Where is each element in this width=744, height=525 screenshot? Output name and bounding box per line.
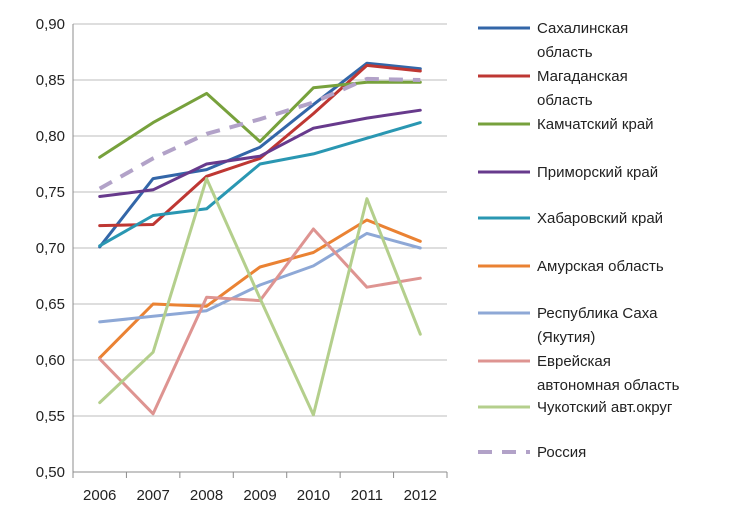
y-tick-label: 0,55 [36,408,65,425]
legend-label: Камчатский край [537,116,654,133]
x-tick-label: 2008 [190,487,223,504]
y-tick-label: 0,80 [36,128,65,145]
series-line-0 [98,61,422,249]
series-line-8 [98,177,422,417]
legend-label: Республика Саха [537,305,658,322]
legend-entry: Магаданская область [478,68,628,109]
y-tick-label: 0,60 [36,352,65,369]
series-lines [98,61,422,417]
y-tick-label: 0,50 [36,464,65,481]
legend-entry: Россия [478,444,586,461]
legend-label: Приморский край [537,164,658,181]
y-tick-label: 0,65 [36,296,65,313]
series-line-6 [98,231,422,324]
series-line-5 [98,218,422,360]
series-line-9 [98,76,421,191]
series-line-1 [98,63,422,228]
x-axis-tick-labels: 2006 2007 2008 2009 2010 2011 2012 [83,487,437,504]
legend-label: Россия [537,444,586,461]
x-tick-label: 2010 [297,487,330,504]
legend-label: Чукотский авт.округ [537,399,673,416]
legend-entry: Еврейская автономная область [478,353,680,394]
legend-entry: Чукотский авт.округ [478,399,673,416]
legend-label: Сахалинская [537,20,628,37]
legend-label: область [537,44,593,61]
y-axis-tick-labels: 0,50 0,55 0,60 0,65 0,70 0,75 0,80 0,85 0,90 [36,16,65,481]
x-tick-label: 2011 [351,487,383,504]
series-line-3 [98,108,422,198]
legend: Сахалинская область Магаданская область Камч… [478,20,680,461]
legend-label: Амурская область [537,258,664,275]
legend-entry: Приморский край [478,164,658,181]
legend-entry: Хабаровский край [478,210,663,227]
x-tick-label: 2006 [83,487,116,504]
y-tick-label: 0,90 [36,16,65,33]
axes [72,24,448,478]
y-tick-label: 0,75 [36,184,65,201]
y-tick-label: 0,70 [36,240,65,257]
legend-label: Магаданская [537,68,628,85]
legend-entry: Амурская область [478,258,664,275]
legend-entry: Сахалинская область [478,20,628,61]
series-line-2 [98,80,422,159]
legend-entry: Республика Саха (Якутия) [478,305,658,346]
gridlines [73,23,447,473]
series-line-4 [98,121,422,248]
series-line-7 [98,227,422,416]
legend-label: область [537,92,593,109]
x-tick-label: 2012 [404,487,437,504]
y-tick-label: 0,85 [36,72,65,89]
legend-label: (Якутия) [537,329,595,346]
legend-entry: Камчатский край [478,116,654,133]
legend-label: Хабаровский край [537,210,663,227]
legend-label: автономная область [537,377,680,394]
legend-label: Еврейская [537,353,611,370]
x-tick-label: 2007 [136,487,169,504]
x-tick-label: 2009 [243,487,276,504]
